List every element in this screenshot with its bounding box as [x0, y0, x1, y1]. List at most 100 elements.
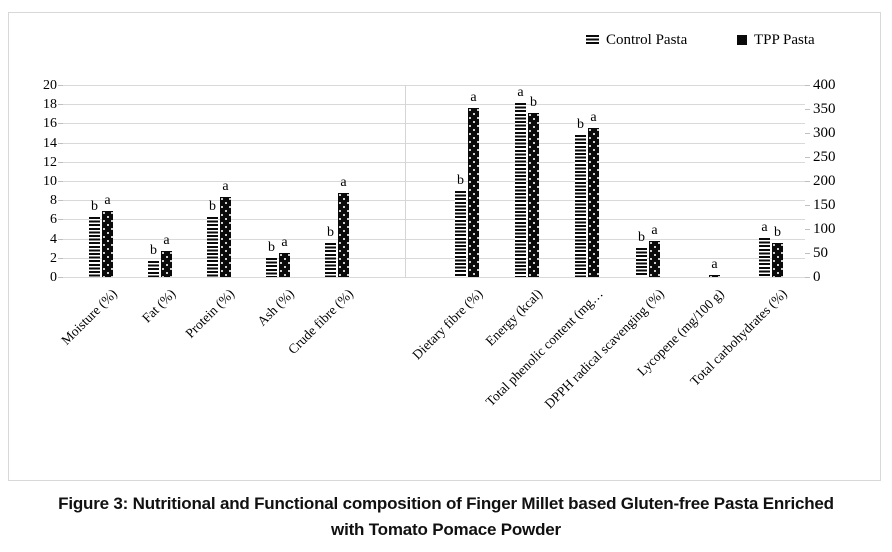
category-label: Moisture (%): [57, 286, 120, 348]
significance-letter: b: [150, 242, 157, 258]
figure-caption-line-1: Figure 3: Nutritional and Functional com…: [58, 494, 834, 513]
category-label: Energy (kcal): [482, 286, 546, 349]
left-axis-tick: [58, 142, 63, 144]
left-axis-tick: [58, 219, 63, 221]
left-axis-tick-label: 10: [43, 174, 57, 189]
figure-caption: Figure 3: Nutritional and Functional com…: [0, 491, 892, 543]
left-axis-tick: [58, 123, 63, 125]
left-axis-tick-label: 6: [50, 212, 57, 228]
left-axis-tick-label: 4: [50, 231, 57, 247]
bar-control-pasta: [207, 217, 218, 277]
right-axis-tick: [805, 157, 810, 158]
right-axis-tick: [805, 229, 810, 230]
right-axis-tick-label: 250: [813, 148, 836, 165]
right-axis-tick-label: 200: [813, 172, 836, 189]
left-axis-tick: [58, 238, 63, 240]
left-axis-tick: [58, 85, 63, 86]
bar-tpp-pasta: [279, 253, 290, 277]
bar-tpp-pasta: [588, 127, 599, 277]
right-axis-tick: [805, 85, 810, 86]
significance-letter: b: [327, 225, 334, 241]
significance-letter: a: [517, 84, 524, 100]
gridline: [63, 123, 805, 125]
legend-item-control-pasta: Control Pasta: [586, 32, 687, 48]
significance-letter: a: [711, 256, 718, 272]
gridline: [63, 85, 805, 86]
bar-control-pasta: [636, 248, 647, 277]
bar-control-pasta: [455, 190, 466, 277]
significance-letter: a: [104, 192, 111, 208]
bar-tpp-pasta: [338, 193, 349, 277]
gridline: [63, 104, 805, 106]
gridline: [63, 257, 805, 259]
bar-control-pasta: [89, 217, 100, 277]
significance-letter: b: [530, 94, 537, 110]
category-label: Ash (%): [253, 286, 297, 329]
bar-control-pasta: [266, 257, 277, 277]
right-axis-tick: [805, 181, 810, 182]
significance-letter: a: [340, 175, 347, 191]
gridline: [63, 238, 805, 240]
left-axis-tick-label: 12: [43, 154, 57, 170]
gridline: [63, 161, 805, 163]
legend-label-tpp-pasta: TPP Pasta: [754, 32, 815, 48]
left-axis-tick-label: 8: [50, 193, 57, 209]
significance-letter: b: [209, 199, 216, 215]
significance-letter: b: [91, 199, 98, 215]
significance-letter: a: [470, 89, 477, 105]
left-axis-tick-label: 0: [50, 270, 57, 285]
striped-swatch-icon: [586, 35, 599, 45]
category-label: Protein (%): [182, 286, 238, 341]
left-axis-tick: [58, 257, 63, 259]
significance-letter: a: [761, 220, 768, 236]
bar-control-pasta: [148, 260, 159, 277]
right-axis-tick: [805, 133, 810, 134]
legend-item-tpp-pasta: TPP Pasta: [737, 32, 815, 48]
gridline: [63, 219, 805, 221]
bar-tpp-pasta: [649, 241, 660, 277]
bar-tpp-pasta: [102, 210, 113, 277]
bar-tpp-pasta: [709, 274, 720, 277]
bar-control-pasta: [325, 243, 336, 277]
right-axis-tick-label: 150: [813, 196, 836, 213]
left-axis-tick-label: 20: [43, 78, 57, 93]
right-axis-tick: [805, 205, 810, 206]
left-axis-tick: [58, 200, 63, 202]
gridline: [63, 181, 805, 182]
left-axis-tick-label: 18: [43, 97, 57, 113]
bar-tpp-pasta: [468, 107, 479, 277]
legend-label-control-pasta: Control Pasta: [606, 32, 688, 48]
category-label: DPPH radical scavenging (%): [541, 286, 667, 412]
significance-letter: b: [457, 172, 464, 188]
right-axis-tick: [805, 109, 810, 110]
gridline: [63, 200, 805, 202]
significance-letter: b: [638, 230, 645, 246]
right-axis-tick: [805, 277, 810, 278]
left-axis-tick: [58, 104, 63, 106]
right-axis-tick-label: 100: [813, 220, 836, 237]
bar-tpp-pasta: [161, 251, 172, 277]
bar-tpp-pasta: [528, 112, 539, 277]
significance-letter: a: [222, 179, 229, 195]
gridline: [63, 142, 805, 144]
right-axis-tick-label: 0: [813, 268, 821, 285]
solid-swatch-icon: [737, 35, 747, 45]
left-axis-tick-label: 2: [50, 250, 57, 266]
bar-tpp-pasta: [220, 197, 231, 277]
right-axis-tick-label: 300: [813, 124, 836, 141]
figure-caption-line-2: with Tomato Pomace Powder: [331, 520, 561, 539]
bar-control-pasta: [515, 102, 526, 277]
significance-letter: b: [268, 239, 275, 255]
left-axis-tick: [58, 181, 63, 182]
left-axis-tick: [58, 277, 63, 278]
bar-control-pasta: [575, 135, 586, 277]
left-axis-tick: [58, 161, 63, 163]
group-separator-line: [405, 85, 406, 277]
right-axis-tick-label: 50: [813, 244, 828, 261]
significance-letter: b: [577, 117, 584, 133]
right-axis-tick: [805, 253, 810, 254]
left-axis-tick-label: 16: [43, 116, 57, 132]
category-label: Total phenolic content (mg…: [482, 286, 606, 410]
gridline: [63, 277, 805, 278]
